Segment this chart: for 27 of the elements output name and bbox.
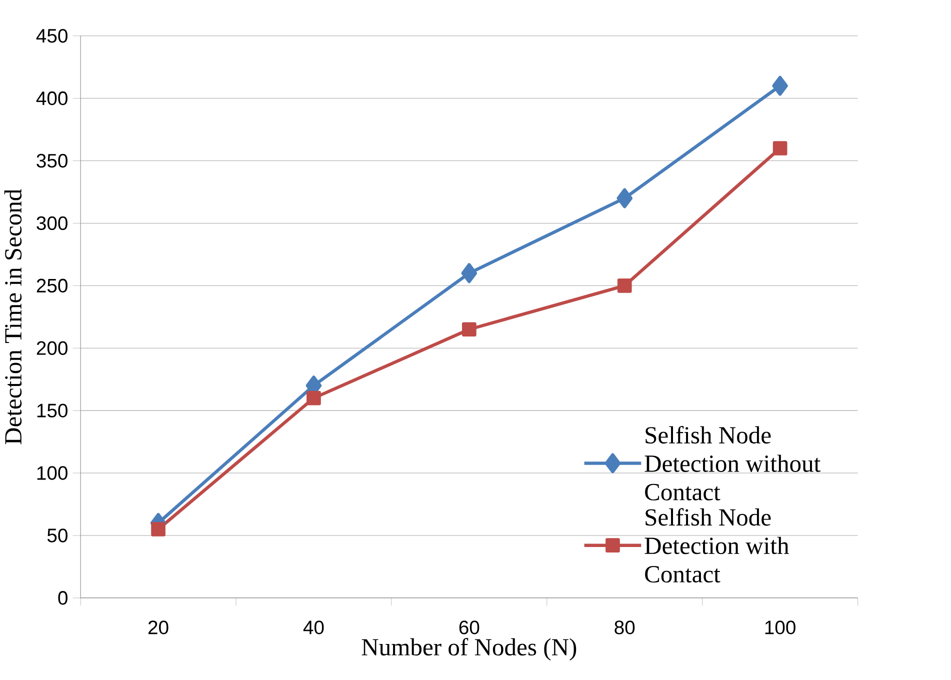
x-axis-title: Number of Nodes (N) — [362, 638, 576, 660]
x-tick-label: 60 — [459, 620, 480, 634]
point — [772, 140, 788, 156]
y-tick-label: 450 — [36, 28, 68, 43]
point — [617, 278, 632, 293]
point — [462, 322, 476, 336]
y-tick-label: 200 — [36, 341, 68, 355]
point — [616, 188, 633, 208]
y-tick-label: 350 — [36, 154, 68, 168]
x-tick-label: 20 — [148, 620, 168, 634]
legend-label: Selfish Node Detection without Contact — [644, 426, 820, 500]
y-tick-label: 50 — [47, 528, 68, 542]
point — [772, 76, 788, 96]
y-tick-label: 150 — [37, 404, 68, 418]
x-tick-label: 80 — [614, 620, 635, 634]
y-tick-label: 0 — [58, 590, 68, 605]
y-tick-label: 100 — [37, 466, 68, 480]
x-tick-label: 40 — [303, 620, 324, 634]
y-axis-title: Detection Time in Second — [4, 188, 22, 444]
point — [151, 522, 166, 536]
point — [461, 263, 478, 284]
legend-label: Selfish Node Detection with Contact — [644, 508, 789, 582]
y-tick-label: 400 — [36, 91, 68, 106]
y-tick-label: 300 — [36, 216, 68, 230]
y-tick-label: 250 — [36, 278, 68, 292]
point — [306, 390, 321, 406]
x-tick-label: 100 — [765, 620, 796, 634]
